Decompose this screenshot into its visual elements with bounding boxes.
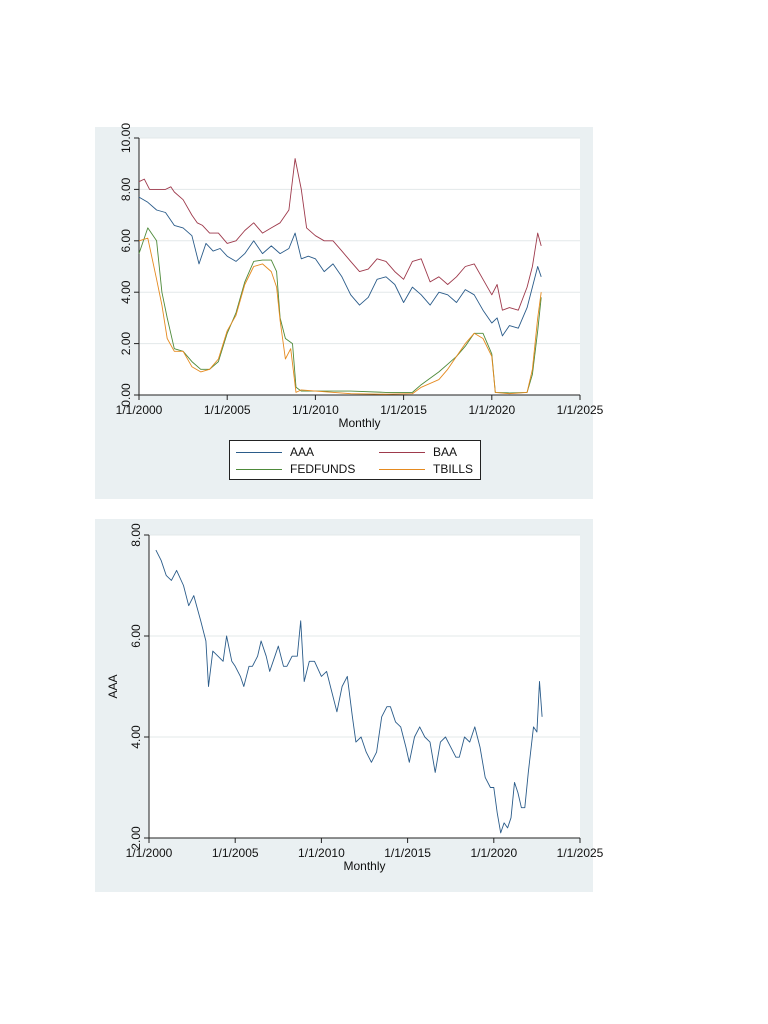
chart-legend: AAA BAA FEDFUNDS TBILLS [229, 440, 481, 480]
y-tick-label: 4.00 [119, 280, 133, 304]
legend-item-tbills: TBILLS [379, 461, 473, 477]
legend-swatch-baa [379, 451, 425, 453]
y-tick-label: 0.00 [119, 383, 133, 407]
y-axis-title: AAA [106, 674, 120, 698]
x-tick-label: 1/1/2005 [212, 846, 259, 860]
y-tick-label: 2.00 [129, 826, 143, 850]
x-tick-label: 1/1/2025 [557, 403, 604, 417]
y-tick-label: 8.00 [119, 177, 133, 201]
legend-swatch-tbills [379, 468, 425, 470]
series-line-aaa [138, 196, 542, 337]
x-tick-label: 1/1/2010 [298, 846, 345, 860]
x-tick-label: 1/1/2020 [470, 846, 517, 860]
series-line-aaa [155, 549, 543, 834]
legend-swatch-aaa [236, 451, 282, 453]
x-tick-label: 1/1/2015 [380, 403, 427, 417]
chart-panel-aaa: 2.00 4.00 6.00 8.00 1/1/2000 1/1/2005 1/1/2010… [95, 519, 604, 892]
plot-area [139, 138, 580, 395]
x-tick-label: 1/1/2020 [468, 403, 515, 417]
series-line-baa [138, 158, 542, 311]
y-tick-label: 4.00 [129, 725, 143, 749]
y-tick-label: 6.00 [129, 624, 143, 648]
legend-label-aaa: AAA [290, 445, 315, 459]
legend-label-tbills: TBILLS [433, 462, 474, 476]
y-tick-label: 10.00 [119, 123, 133, 153]
y-tick-label: 6.00 [119, 229, 133, 253]
legend-label-fedfunds: FEDFUNDS [290, 462, 356, 476]
plot-area [149, 535, 580, 838]
series-line-tbills [138, 237, 542, 395]
legend-item-fedfunds: FEDFUNDS [236, 461, 355, 477]
legend-label-baa: BAA [433, 445, 458, 459]
x-axis-title: Monthly [338, 416, 380, 430]
y-tick-label: 8.00 [129, 523, 143, 547]
x-tick-label: 1/1/2005 [204, 403, 251, 417]
x-axis-title: Monthly [343, 859, 385, 873]
aaa-chart-svg: 2.00 4.00 6.00 8.00 1/1/2000 1/1/2005 1/1/2010… [106, 523, 604, 873]
legend-item-baa: BAA [379, 444, 457, 460]
x-tick-label: 1/1/2025 [557, 846, 604, 860]
chart-panel-rates: 0.00 2.00 4.00 6.00 8.00 10.00 1/1/2000 1/1/200… [95, 123, 604, 499]
y-tick-label: 2.00 [119, 332, 133, 356]
x-tick-label: 1/1/2000 [126, 846, 173, 860]
legend-item-aaa: AAA [236, 444, 314, 460]
x-tick-label: 1/1/2015 [384, 846, 431, 860]
x-tick-label: 1/1/2000 [116, 403, 163, 417]
x-tick-label: 1/1/2010 [292, 403, 339, 417]
series-line-fedfunds [138, 227, 542, 394]
rates-chart-svg: 0.00 2.00 4.00 6.00 8.00 10.00 1/1/2000 1/1/200… [116, 123, 604, 430]
legend-swatch-fedfunds [236, 468, 282, 470]
